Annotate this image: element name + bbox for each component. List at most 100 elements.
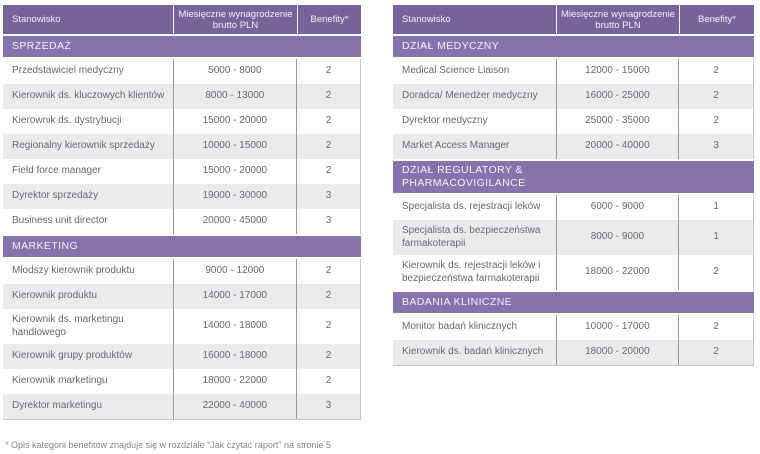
salary-cell-text: 15000 - 20000 bbox=[202, 165, 268, 177]
benefits-cell: 2 bbox=[296, 369, 360, 394]
table-row: Doradca/ Menedżer medyczny 16000 - 25000 2 bbox=[393, 84, 754, 109]
position-cell-text: Market Access Manager bbox=[402, 140, 510, 152]
table-row: Przedstawiciel medyczny 5000 - 8000 2 bbox=[3, 59, 361, 84]
benefits-cell: 2 bbox=[678, 255, 753, 290]
position-cell: Dyrektor medyczny bbox=[393, 109, 556, 134]
salary-cell-text: 9000 - 12000 bbox=[205, 265, 265, 277]
section-header-label: BADANIA KLINICZNE bbox=[402, 296, 513, 308]
benefits-cell-text: 1 bbox=[713, 231, 719, 243]
position-cell-text: Dyrektor medyczny bbox=[402, 115, 488, 127]
benefits-cell-text: 2 bbox=[713, 65, 719, 77]
benefits-cell-text: 3 bbox=[325, 215, 332, 227]
table-header-row: Stanowisko Miesięczne wynagrodzenie brutt… bbox=[3, 5, 361, 34]
benefits-cell: 3 bbox=[296, 209, 360, 234]
salary-cell: 20000 - 40000 bbox=[555, 134, 679, 159]
benefits-cell: 1 bbox=[678, 220, 753, 255]
position-cell: Specjalista ds. rejestracji leków bbox=[393, 195, 556, 220]
salary-cell-text: 8000 - 9000 bbox=[590, 231, 645, 243]
benefits-cell: 2 bbox=[678, 340, 753, 365]
salary-cell: 14000 - 18000 bbox=[172, 309, 297, 344]
table-row: Field force manager 15000 - 20000 2 bbox=[3, 159, 361, 184]
column-header-wynagrodzenie: Miesięczne wynagrodzenie brutto PLN bbox=[173, 5, 297, 34]
benefits-cell: 2 bbox=[296, 84, 360, 109]
position-cell: Młodszy kierownik produktu bbox=[3, 259, 173, 284]
position-cell-text: Doradca/ Menedżer medyczny bbox=[402, 90, 538, 102]
salary-cell-text: 6000 - 9000 bbox=[590, 201, 645, 213]
position-cell-text: Przedstawiciel medyczny bbox=[12, 65, 124, 77]
section-header: BADANIA KLINICZNE bbox=[393, 292, 754, 313]
benefits-cell-text: 2 bbox=[713, 346, 719, 358]
benefits-cell-text: 2 bbox=[325, 65, 332, 77]
salary-cell: 5000 - 8000 bbox=[172, 59, 297, 84]
table-row: Dyrektor medyczny 25000 - 35000 2 bbox=[393, 109, 754, 134]
benefits-cell: 2 bbox=[678, 315, 753, 340]
benefits-cell: 2 bbox=[296, 309, 360, 344]
position-cell: Przedstawiciel medyczny bbox=[3, 59, 173, 84]
salary-cell: 18000 - 20000 bbox=[555, 340, 679, 365]
salary-cell: 15000 - 20000 bbox=[172, 159, 297, 184]
position-cell-text: Medical Science Liaison bbox=[402, 65, 510, 77]
table-row: Specjalista ds. rejestracji leków 6000 - … bbox=[393, 195, 754, 220]
salary-cell-text: 10000 - 17000 bbox=[585, 321, 650, 333]
benefits-cell-text: 3 bbox=[325, 190, 332, 202]
position-cell-text: Kierownik ds. rejestracji leków i bezpie… bbox=[402, 260, 541, 284]
position-cell-text: Kierownik ds. kluczowych klientów bbox=[12, 90, 165, 102]
benefits-cell: 3 bbox=[678, 134, 753, 159]
position-cell: Kierownik ds. rejestracji leków i bezpie… bbox=[393, 255, 556, 290]
benefits-cell: 2 bbox=[678, 59, 753, 84]
position-cell-text: Kierownik grupy produktów bbox=[12, 350, 133, 362]
position-cell: Monitor badań klinicznych bbox=[393, 315, 556, 340]
position-cell-text: Dyrektor marketingu bbox=[12, 400, 103, 412]
column-header-wynagrodzenie: Miesięczne wynagrodzenie brutto PLN bbox=[556, 5, 679, 34]
position-cell-text: Kierownik produktu bbox=[12, 290, 98, 302]
benefits-cell: 1 bbox=[678, 195, 753, 220]
salary-cell: 18000 - 22000 bbox=[172, 369, 297, 394]
benefits-cell-text: 2 bbox=[713, 321, 719, 333]
benefits-cell-text: 3 bbox=[325, 400, 332, 412]
benefits-cell: 2 bbox=[296, 284, 360, 309]
column-header-stanowisko: Stanowisko bbox=[393, 5, 556, 34]
benefits-cell-text: 2 bbox=[325, 375, 332, 387]
position-cell-text: Dyrektor sprzedaży bbox=[12, 190, 99, 202]
table-row: Kierownik ds. kluczowych klientów 8000 - … bbox=[3, 84, 361, 109]
salary-cell: 20000 - 45000 bbox=[172, 209, 297, 234]
section-header: SPRZEDAŻ bbox=[3, 36, 361, 57]
section-header: MARKETING bbox=[3, 236, 361, 257]
salary-cell: 16000 - 25000 bbox=[555, 84, 679, 109]
salary-cell-text: 20000 - 45000 bbox=[202, 215, 268, 227]
position-cell: Doradca/ Menedżer medyczny bbox=[393, 84, 556, 109]
salary-cell: 18000 - 22000 bbox=[555, 255, 679, 290]
position-cell-text: Monitor badań klinicznych bbox=[402, 321, 518, 333]
column-header-benefity: Benefity* bbox=[297, 5, 361, 34]
benefits-cell-text: 2 bbox=[325, 265, 332, 277]
table-row: Kierownik marketingu 18000 - 22000 2 bbox=[3, 369, 361, 394]
benefits-cell-text: 2 bbox=[713, 90, 719, 102]
table-row: Business unit director 20000 - 45000 3 bbox=[3, 209, 361, 234]
position-cell: Kierownik ds. badań klinicznych bbox=[393, 340, 556, 365]
table-row: Kierownik grupy produktów 16000 - 18000 2 bbox=[3, 344, 361, 369]
table-row: Młodszy kierownik produktu 9000 - 12000 2 bbox=[3, 259, 361, 284]
position-cell: Kierownik ds. kluczowych klientów bbox=[3, 84, 173, 109]
position-cell-text: Specjalista ds. bezpieczeństwa farmakote… bbox=[402, 225, 541, 249]
position-cell-text: Regionalny kierownik sprzedaży bbox=[12, 140, 155, 152]
column-header-stanowisko: Stanowisko bbox=[3, 5, 173, 34]
column-header-label: Miesięczne wynagrodzenie brutto PLN bbox=[560, 8, 676, 31]
position-cell: Kierownik ds. marketingu handlowego bbox=[3, 309, 173, 344]
position-cell: Kierownik produktu bbox=[3, 284, 173, 309]
table-row: Kierownik produktu 14000 - 17000 2 bbox=[3, 284, 361, 309]
benefits-cell: 2 bbox=[296, 59, 360, 84]
benefits-cell: 2 bbox=[296, 159, 360, 184]
position-cell-text: Kierownik marketingu bbox=[12, 375, 108, 387]
salary-cell: 10000 - 17000 bbox=[555, 315, 679, 340]
position-cell-text: Business unit director bbox=[12, 215, 108, 227]
table-row: Kierownik ds. marketingu handlowego 14000… bbox=[3, 309, 361, 344]
position-cell-text: Kierownik ds. marketingu handlowego bbox=[12, 314, 124, 338]
benefits-cell: 2 bbox=[296, 344, 360, 369]
benefits-cell: 3 bbox=[296, 394, 360, 419]
benefits-footnote: * Opis kategorii benefitów znajduje się … bbox=[5, 440, 332, 450]
salary-cell: 19000 - 30000 bbox=[172, 184, 297, 209]
salary-cell-text: 5000 - 8000 bbox=[208, 65, 262, 77]
position-cell: Field force manager bbox=[3, 159, 173, 184]
salary-cell-text: 16000 - 18000 bbox=[202, 350, 268, 362]
salary-cell-text: 10000 - 15000 bbox=[202, 140, 268, 152]
